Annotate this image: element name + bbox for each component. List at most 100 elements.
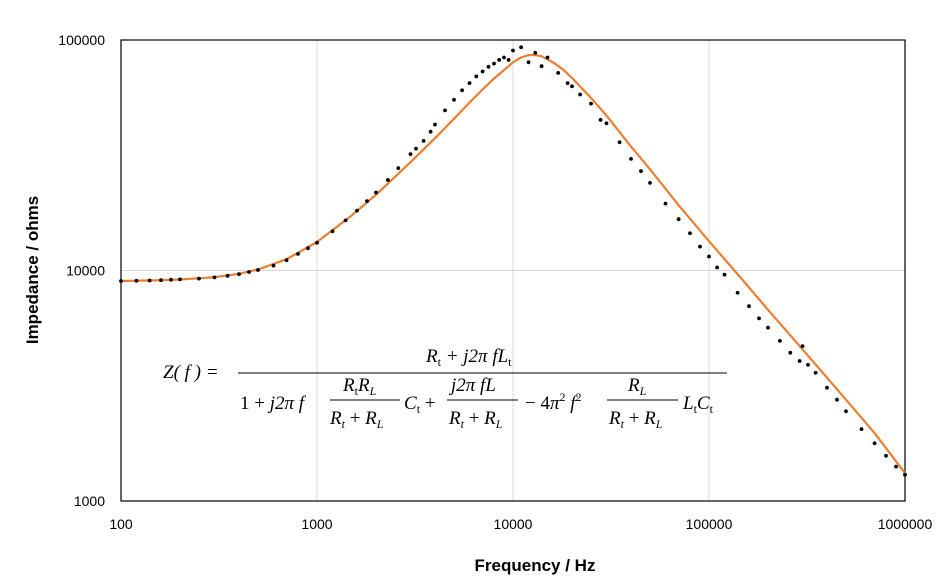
x-tick-label: 1000000 <box>878 516 933 532</box>
data-point <box>844 409 848 414</box>
x-axis-title: Frequency / Hz <box>475 556 596 575</box>
data-point <box>237 272 241 276</box>
data-point <box>355 208 359 213</box>
data-point <box>511 48 515 53</box>
gridlines <box>120 39 906 502</box>
y-tick-label: 100000 <box>58 32 105 48</box>
data-point <box>414 146 418 151</box>
equation-numerator: Rt + j2π fLt <box>425 346 512 369</box>
data-point <box>519 45 523 50</box>
data-point <box>343 218 348 223</box>
data-point <box>396 166 401 171</box>
data-point <box>134 278 139 283</box>
data-point <box>452 97 456 102</box>
data-point <box>778 339 782 343</box>
data-point <box>492 61 496 66</box>
equation-pi-term: − 4π2 f2 <box>525 390 582 414</box>
plot-area-border <box>120 39 906 502</box>
data-point <box>539 64 544 69</box>
data-point <box>806 362 810 367</box>
data-point <box>474 74 479 79</box>
data-point <box>533 50 538 55</box>
data-point <box>374 190 378 195</box>
data-point <box>903 472 907 477</box>
data-point <box>545 55 550 60</box>
data-point <box>813 370 818 375</box>
data-point <box>639 169 643 174</box>
equation-ltct: LtCt <box>682 393 714 416</box>
data-point <box>306 246 310 251</box>
x-tick-label: 10000 <box>494 516 533 532</box>
data-point <box>788 350 793 355</box>
data-point <box>480 69 485 74</box>
data-point <box>330 229 335 234</box>
x-tick-label: 100 <box>109 516 133 532</box>
data-point <box>565 81 570 85</box>
data-point <box>604 121 609 126</box>
data-point <box>428 129 433 134</box>
x-tick-label: 100000 <box>686 516 733 532</box>
data-point <box>578 92 582 97</box>
data-point <box>598 118 603 122</box>
data-point <box>859 427 864 431</box>
data-point <box>894 464 898 469</box>
data-point <box>408 152 413 157</box>
data-point <box>212 275 217 280</box>
data-point <box>247 270 251 274</box>
data-point <box>556 71 561 75</box>
data-point <box>884 453 888 458</box>
data-point <box>589 101 593 106</box>
equation-frac2-den: Rt + RL <box>448 408 503 431</box>
data-point <box>256 268 260 272</box>
data-point <box>835 397 839 402</box>
equation-denominator-start: 1 + j2π f <box>240 393 307 414</box>
data-point <box>663 201 668 206</box>
data-point <box>747 304 751 309</box>
data-point <box>365 199 369 204</box>
data-point <box>570 84 574 89</box>
data-point <box>159 278 163 283</box>
equation-frac3-num: RL <box>627 375 647 398</box>
data-point <box>735 290 740 295</box>
data-point <box>506 58 511 62</box>
data-point <box>271 263 276 268</box>
data-point <box>197 276 201 281</box>
data-point <box>296 252 300 256</box>
equation-frac1-den: Rt + RL <box>329 408 384 431</box>
data-point <box>617 140 622 145</box>
y-axis-title: Impedance / ohms <box>23 196 42 344</box>
impedance-equation: Z( f ) = Rt + j2π fLt 1 + j2π f RtRL Rt … <box>163 346 727 431</box>
data-point <box>872 441 877 446</box>
data-point <box>119 279 123 283</box>
data-point <box>715 265 719 270</box>
data-point <box>178 277 182 282</box>
data-point <box>800 344 805 348</box>
data-point <box>797 359 802 363</box>
data-point <box>825 385 829 390</box>
data-point <box>629 157 633 161</box>
y-tick-labels: 1000 10000 100000 <box>58 32 105 509</box>
data-point <box>284 258 289 262</box>
data-point <box>421 139 426 143</box>
data-point <box>648 181 652 185</box>
data-point <box>698 244 702 249</box>
data-point <box>147 278 152 283</box>
equation-ct: Ct + <box>404 393 436 416</box>
data-point <box>433 122 437 127</box>
measured-points-series <box>119 45 907 477</box>
data-point <box>467 81 472 85</box>
x-tick-labels: 100 1000 10000 100000 1000000 <box>109 516 932 532</box>
equation-frac3-den: Rt + RL <box>608 408 663 431</box>
equation-frac1-num: RtRL <box>342 375 377 398</box>
data-point <box>526 60 531 65</box>
y-tick-label: 1000 <box>74 493 105 509</box>
y-tick-label: 10000 <box>66 263 105 279</box>
data-point <box>169 277 173 282</box>
data-point <box>757 316 761 321</box>
data-point <box>722 272 727 277</box>
data-point <box>315 240 319 245</box>
data-point <box>766 325 770 330</box>
data-point <box>502 55 506 60</box>
data-point <box>497 58 502 62</box>
